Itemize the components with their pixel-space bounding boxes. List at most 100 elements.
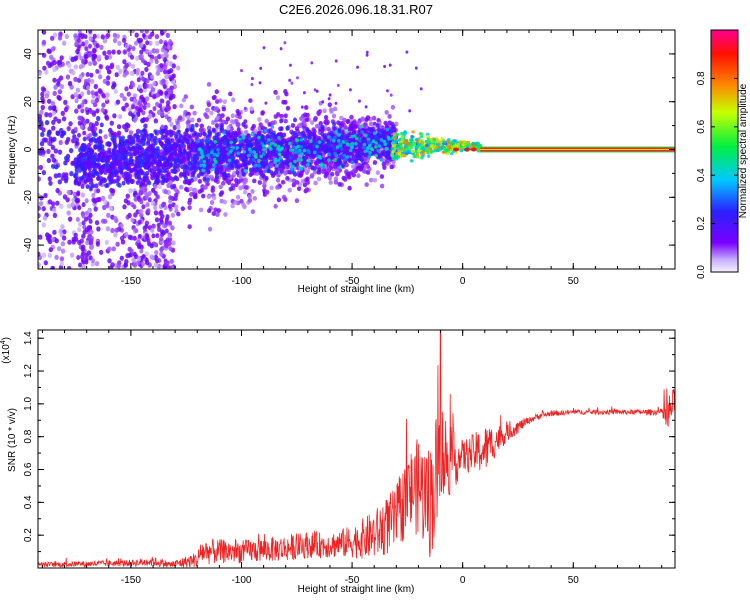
- spectrogram-blob: [93, 152, 98, 158]
- spectrogram-blob: [50, 266, 55, 269]
- spectrogram-blob: [176, 124, 181, 130]
- spectrogram-blob: [384, 110, 389, 115]
- spectrogram-blob: [77, 30, 82, 34]
- spectrogram-blob: [77, 180, 82, 186]
- spectrogram-blob: [78, 262, 82, 268]
- spectrogram-blob: [155, 146, 160, 151]
- spectrogram-blob: [299, 145, 304, 149]
- spectrogram-blob: [115, 241, 120, 247]
- spectrogram-blob: [304, 117, 310, 122]
- spectrogram-blob: [86, 85, 91, 91]
- spectrogram-blob: [104, 239, 110, 246]
- spectrogram-blob: [80, 108, 85, 114]
- spectrogram-blob: [313, 150, 317, 155]
- spectrogram-blob: [85, 110, 90, 115]
- spectrogram-blob: [95, 241, 100, 246]
- spectrogram-blob: [279, 47, 283, 51]
- spectrogram-blob: [52, 77, 57, 83]
- spectrogram-blob: [236, 122, 241, 128]
- spectrogram-blob: [459, 149, 464, 153]
- spectrogram-blob: [96, 115, 101, 122]
- spectrogram-blob: [84, 227, 89, 233]
- spectrogram-blob: [157, 184, 162, 190]
- spectrogram-blob: [89, 177, 94, 183]
- spectrogram-blob: [276, 139, 281, 145]
- spectrogram-blob: [393, 137, 397, 141]
- spectrogram-blob: [112, 179, 117, 184]
- spectrogram-blob: [146, 238, 151, 244]
- spectrogram-blob: [168, 155, 173, 160]
- spectrogram-blob: [113, 144, 118, 150]
- spectrogram-blob: [392, 127, 397, 133]
- spectrogram-blob: [89, 238, 94, 244]
- spectrogram-blob: [76, 37, 81, 43]
- spectrogram-blob: [151, 233, 156, 239]
- spectrogram-blob: [123, 176, 128, 182]
- spectrogram-blob: [48, 247, 53, 253]
- spectrogram-blob: [339, 115, 344, 121]
- spectrogram-blob: [203, 185, 208, 190]
- spectrogram-blob: [141, 141, 146, 147]
- spectrogram-blob: [80, 247, 85, 252]
- spectrogram-blob: [202, 159, 206, 164]
- spectrogram-blob: [340, 163, 345, 169]
- spectrogram-blob: [229, 133, 234, 139]
- spectrogram-blob: [185, 127, 190, 133]
- spectrogram-blob: [174, 142, 179, 148]
- spectrogram-blob: [60, 224, 65, 230]
- spectrogram-blob: [120, 239, 126, 245]
- spectrogram-blob: [78, 221, 83, 227]
- spectrogram-blob: [145, 194, 149, 200]
- spectrogram-blob: [207, 125, 212, 131]
- spectrogram-blob: [187, 205, 192, 211]
- spectrogram-blob: [269, 170, 274, 176]
- spectrogram-blob: [309, 139, 313, 144]
- spectrogram-blob: [342, 117, 347, 123]
- spectrogram-blob: [88, 36, 93, 42]
- spectrogram-blob: [314, 161, 319, 166]
- spectrogram-blob: [318, 146, 323, 152]
- spectrogram-blob: [312, 136, 317, 142]
- spectrogram-blob: [153, 158, 158, 164]
- spectrogram-blob: [271, 138, 276, 144]
- spectrogram-blob: [128, 188, 133, 194]
- spectrogram-blob: [168, 198, 173, 204]
- spectrogram-blob: [139, 162, 144, 168]
- spectrogram-blob: [47, 199, 53, 205]
- spectrogram-blob: [345, 119, 351, 125]
- spectrogram-blob: [404, 138, 409, 142]
- spectrogram-blob: [298, 173, 303, 179]
- spectrogram-blob: [54, 238, 59, 244]
- spectrogram-blob: [275, 95, 281, 101]
- spectrogram-blob: [112, 113, 117, 119]
- spectrogram-blob: [176, 65, 181, 71]
- spectrogram-blob: [76, 164, 80, 169]
- spectrogram-blob: [86, 78, 91, 83]
- spectrogram-blob: [138, 189, 143, 195]
- spectrogram-blob: [57, 35, 63, 41]
- spectrogram-blob: [147, 180, 152, 186]
- spectrogram-blob: [355, 136, 359, 141]
- spectrogram-blob: [148, 153, 152, 159]
- spectrogram-blob: [346, 132, 351, 138]
- spectrogram-blob: [191, 141, 196, 147]
- spectrogram-blob: [98, 64, 104, 70]
- spectrogram-blob: [212, 163, 216, 167]
- spectrogram-blob: [294, 180, 300, 185]
- spectrogram-blob: [300, 160, 305, 166]
- spectrogram-blob: [285, 153, 290, 159]
- spectrogram-blob: [383, 142, 388, 147]
- spectrogram-blob: [99, 122, 104, 128]
- spectrogram-blob: [167, 141, 172, 146]
- spectrogram-blob: [219, 164, 224, 170]
- spectrogram-blob: [152, 81, 157, 87]
- spectrogram-blob: [385, 127, 390, 132]
- spectrogram-blob: [167, 233, 172, 239]
- spectrogram-blob: [73, 92, 78, 98]
- spectrogram-blob: [148, 113, 153, 119]
- spectrogram-blob: [313, 180, 318, 186]
- spectrogram-blob: [175, 163, 180, 169]
- spectrogram-blob: [125, 193, 130, 199]
- spectrogram-blob: [206, 177, 210, 183]
- spectrogram-blob: [218, 140, 223, 146]
